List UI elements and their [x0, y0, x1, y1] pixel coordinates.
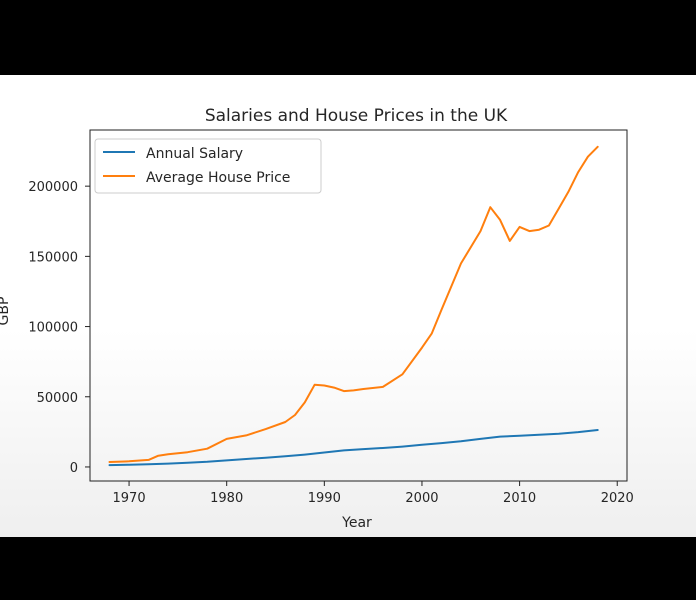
axes-frame: [89, 129, 628, 482]
plot-area: [108, 145, 599, 467]
x-tick-label: 1990: [308, 491, 341, 506]
legend-label-average-house-price: Average House Price: [146, 170, 290, 186]
x-tick-label: 1970: [113, 491, 146, 506]
x-axis: 1970 1980 1990 2000 2010 2020: [113, 481, 634, 506]
y-tick-label: 50000: [37, 391, 78, 406]
legend: Annual Salary Average House Price: [94, 138, 322, 194]
x-tick-label: 2000: [405, 491, 438, 506]
y-tick-label: 100000: [28, 321, 78, 336]
y-tick-label: 150000: [28, 250, 78, 265]
x-tick-label: 2020: [601, 491, 634, 506]
x-tick-label: 2010: [503, 491, 536, 506]
y-tick-label: 0: [70, 461, 78, 476]
legend-label-annual-salary: Annual Salary: [146, 146, 243, 162]
y-axis-label: GBP: [0, 297, 12, 326]
series-line-average-house-price: [108, 145, 599, 463]
legend-box: [94, 138, 322, 194]
y-axis: 0 50000 100000 150000 200000: [28, 180, 90, 476]
y-tick-label: 200000: [28, 180, 78, 195]
x-tick-label: 1980: [210, 491, 243, 506]
x-axis-label: Year: [341, 515, 372, 531]
chart-title: Salaries and House Prices in the UK: [205, 106, 508, 126]
screenshot-frame: Salaries and House Prices in the UK 1970…: [0, 75, 696, 537]
series-line-annual-salary: [108, 429, 599, 467]
line-chart: Salaries and House Prices in the UK 1970…: [0, 106, 634, 531]
